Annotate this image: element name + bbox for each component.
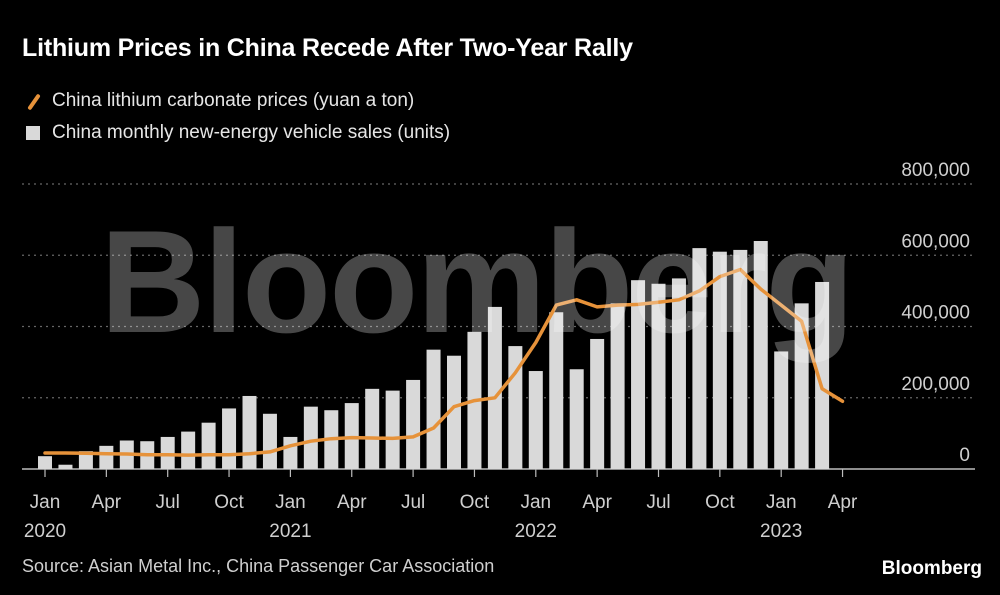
legend-item-nev-sales: China monthly new-energy vehicle sales (… [22,122,450,144]
bar [671,278,686,469]
y-tick-label: 600,000 [901,231,970,252]
legend-bar-swatch [26,126,40,140]
bar [590,338,605,469]
bar [38,456,52,469]
bar [774,351,789,469]
x-year-label: 2020 [24,521,66,542]
x-axis-ticks: Jan 2020 Apr Jul Oct Jan 2021 Apr Jul Oct Jan 2022 A… [24,469,858,542]
bar [815,281,830,469]
bar [794,303,809,469]
x-tick-label: Jul [156,492,180,513]
bar [426,349,441,469]
legend-bar-label: China monthly new-energy vehicle sales (… [52,122,451,143]
y-axis-ticks: 0 200,000 400,000 600,000 800,000 [901,160,970,466]
price-line [43,267,845,457]
x-tick-label: Apr [92,492,122,513]
bar [528,371,543,469]
x-tick-label: Apr [337,492,367,513]
bloomberg-logo: Bloomberg [881,558,982,579]
bar [222,408,237,469]
bar [712,251,727,469]
x-tick-label: Jan [30,492,61,513]
x-tick-label: Apr [828,492,858,513]
y-tick-label: 400,000 [901,303,970,324]
legend-line-label: China lithium carbonate prices (yuan a t… [52,90,415,111]
bar [160,436,175,469]
x-tick-label: Oct [214,492,244,513]
bar [78,451,93,469]
y-tick-label: 200,000 [901,374,970,395]
source-note: Source: Asian Metal Inc., China Passenge… [22,556,495,576]
x-tick-label: Jul [401,492,425,513]
bar [385,390,400,469]
bar [58,464,73,469]
x-tick-label: Oct [460,492,490,513]
bar [447,355,461,469]
bar [651,283,666,469]
bar [569,369,584,469]
x-tick-label: Jan [520,492,551,513]
y-tick-label: 0 [959,445,970,466]
bar [283,436,298,469]
bar [549,312,564,469]
x-year-label: 2022 [515,521,557,542]
x-tick-label: Jul [646,492,670,513]
bar [262,413,277,469]
bar [181,431,196,469]
bar [201,422,216,469]
bar [610,303,625,469]
x-tick-label: Oct [705,492,735,513]
x-tick-label: Jan [766,492,797,513]
legend-item-lithium-price: China lithium carbonate prices (yuan a t… [22,90,414,112]
chart-title: Lithium Prices in China Recede After Two… [22,34,633,62]
bar [242,395,257,469]
bar [733,249,748,469]
x-tick-label: Apr [582,492,612,513]
bar [365,388,380,469]
bar-series [38,241,830,469]
y-tick-label: 800,000 [901,160,970,181]
bar [631,280,646,469]
line-series [43,267,845,457]
x-year-label: 2021 [269,521,311,542]
bar [406,379,421,469]
x-year-label: 2023 [760,521,802,542]
bar [99,445,114,469]
x-tick-label: Jan [275,492,306,513]
bar [753,241,768,469]
bar [303,406,318,469]
bar [487,306,502,469]
bar [692,248,707,469]
